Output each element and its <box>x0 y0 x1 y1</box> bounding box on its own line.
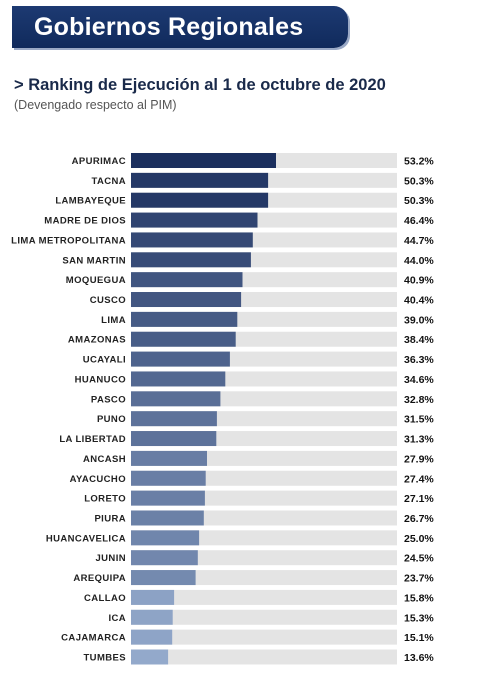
category-label: AREQUIPA <box>73 573 126 584</box>
bar <box>131 649 169 665</box>
value-label: 15.1% <box>404 632 434 644</box>
value-label: 15.3% <box>404 612 434 624</box>
category-label: LIMA METROPOLITANA <box>11 235 126 246</box>
bar <box>131 272 243 288</box>
bar <box>131 550 198 566</box>
category-label: CALLAO <box>84 593 126 604</box>
value-label: 46.4% <box>404 215 434 227</box>
bar <box>131 411 217 427</box>
bar <box>131 351 230 367</box>
value-label: 38.4% <box>404 334 434 346</box>
category-label: SAN MARTIN <box>62 255 126 266</box>
category-label: LIMA <box>101 315 126 326</box>
category-label: LA LIBERTAD <box>59 434 126 445</box>
value-label: 31.5% <box>404 414 434 426</box>
value-label: 27.1% <box>404 493 434 505</box>
bar-track <box>131 609 397 625</box>
value-label: 40.9% <box>404 275 434 287</box>
bar <box>131 450 207 466</box>
bar <box>131 510 204 526</box>
value-label: 53.2% <box>404 156 434 168</box>
bar <box>131 609 173 625</box>
category-label: ICA <box>108 613 126 624</box>
ranking-bar-chart: APURIMAC 53.2% TACNA 50.3% LAMBAYEQUE 50.3% MA… <box>11 153 434 665</box>
bar <box>131 311 238 327</box>
bar <box>131 212 258 228</box>
category-label: PIURA <box>94 513 126 524</box>
value-label: 24.5% <box>404 553 434 565</box>
value-label: 23.7% <box>404 573 434 585</box>
bar <box>131 172 269 188</box>
value-label: 40.4% <box>404 295 434 307</box>
bar <box>131 252 251 268</box>
category-label: PASCO <box>91 394 126 405</box>
category-label: MADRE DE DIOS <box>44 216 126 227</box>
category-label: APURIMAC <box>72 156 126 167</box>
category-label: TUMBES <box>83 653 126 664</box>
value-label: 34.6% <box>404 374 434 386</box>
value-label: 50.3% <box>404 195 434 207</box>
bar <box>131 629 173 645</box>
bar <box>131 490 205 506</box>
bar <box>131 153 276 168</box>
value-label: 15.8% <box>404 592 434 604</box>
chart-subtitle: (Devengado respecto al PIM) <box>14 98 177 112</box>
bar <box>131 292 242 308</box>
category-label: CAJAMARCA <box>61 633 126 644</box>
bar <box>131 570 196 586</box>
bar-track <box>131 629 397 645</box>
chart-title: > Ranking de Ejecución al 1 de octubre d… <box>14 76 386 94</box>
value-label: 25.0% <box>404 533 434 545</box>
category-label: MOQUEGUA <box>66 275 126 286</box>
value-label: 27.9% <box>404 453 434 465</box>
category-label: TACNA <box>91 176 126 187</box>
category-label: AMAZONAS <box>68 335 126 346</box>
category-label: JUNIN <box>95 553 126 564</box>
value-label: 44.0% <box>404 255 434 267</box>
bar <box>131 589 175 605</box>
bar-track <box>131 570 397 586</box>
category-label: LAMBAYEQUE <box>55 196 126 207</box>
value-label: 26.7% <box>404 513 434 525</box>
category-label: PUNO <box>97 414 126 425</box>
value-label: 36.3% <box>404 354 434 366</box>
value-label: 13.6% <box>404 652 434 664</box>
bar <box>131 391 221 407</box>
bar <box>131 371 226 387</box>
category-label: AYACUCHO <box>70 474 126 485</box>
value-label: 39.0% <box>404 314 434 326</box>
category-label: CUSCO <box>90 295 126 306</box>
bar <box>131 431 217 447</box>
value-label: 27.4% <box>404 473 434 485</box>
value-label: 50.3% <box>404 175 434 187</box>
bar <box>131 530 200 546</box>
header-banner: Gobiernos Regionales <box>12 6 348 48</box>
category-label: ANCASH <box>83 454 126 465</box>
bar <box>131 331 236 347</box>
bar-track <box>131 589 397 605</box>
bar <box>131 232 253 248</box>
value-label: 31.3% <box>404 434 434 446</box>
bar <box>131 470 206 486</box>
category-label: UCAYALI <box>83 355 126 366</box>
category-label: LORETO <box>84 494 126 505</box>
value-label: 32.8% <box>404 394 434 406</box>
value-label: 44.7% <box>404 235 434 247</box>
category-label: HUANUCO <box>75 374 126 385</box>
bar <box>131 192 269 208</box>
banner-title: Gobiernos Regionales <box>34 13 304 41</box>
bar-track <box>131 649 397 665</box>
category-label: HUANCAVELICA <box>46 533 126 544</box>
